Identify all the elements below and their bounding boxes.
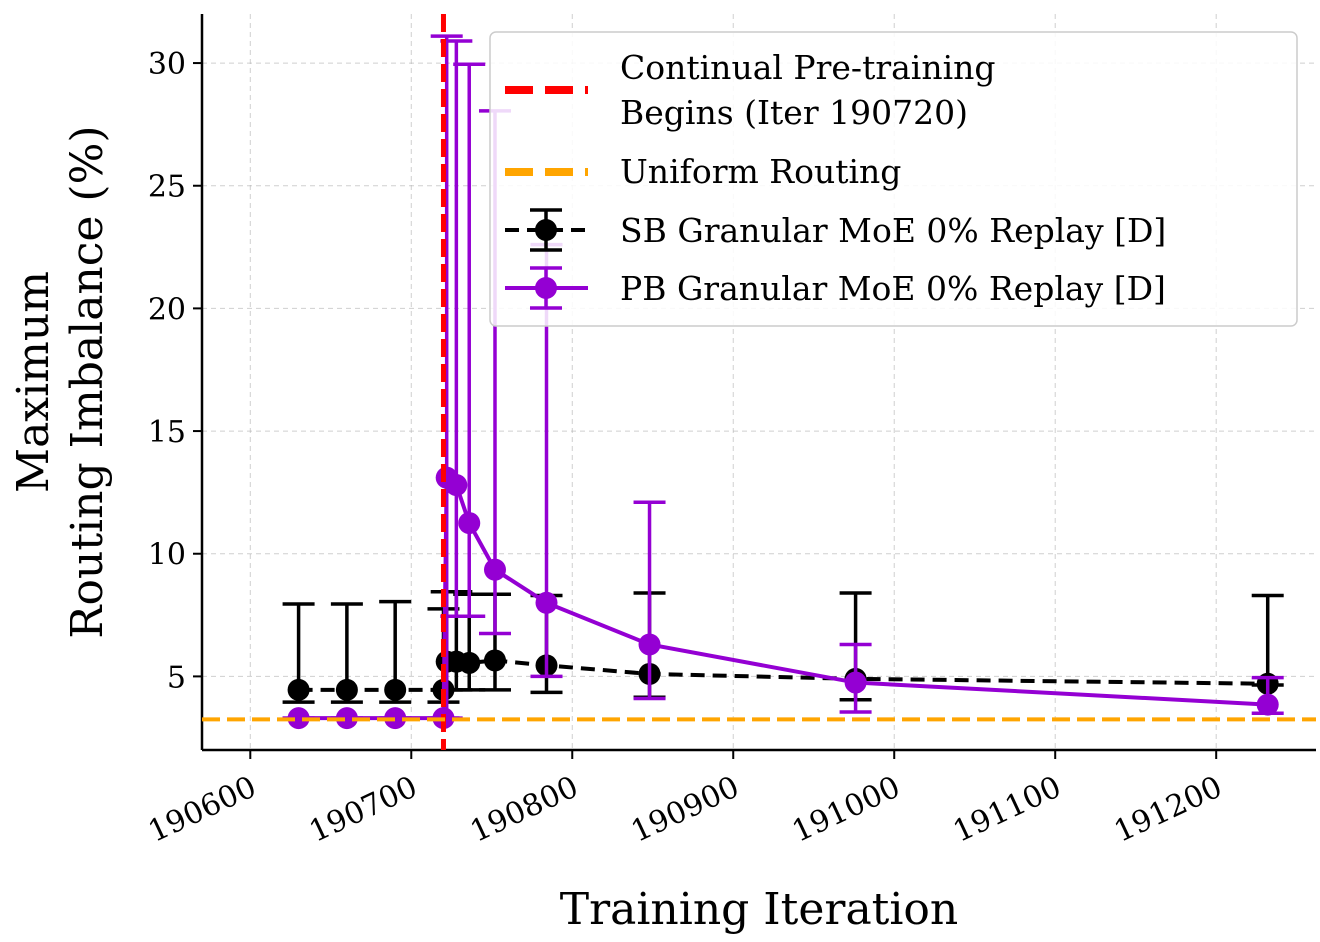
- x-axis-title: Training Iteration: [560, 884, 959, 935]
- y-tick-label: 10: [148, 538, 186, 573]
- x-tick-label: 191000: [787, 770, 906, 850]
- x-tick-label: 191200: [1109, 770, 1228, 850]
- axes: [193, 14, 1316, 759]
- data-point: [287, 707, 310, 730]
- data-point: [483, 649, 506, 672]
- data-point: [458, 651, 481, 674]
- y-tick-label: 5: [167, 660, 186, 695]
- legend-entry-sb: SB Granular MoE 0% Replay [D]: [505, 208, 1166, 252]
- legend-box: [489, 31, 1298, 327]
- legend-label-cpt-line1: Continual Pre-training: [620, 48, 996, 87]
- x-tick-label: 190900: [626, 770, 745, 850]
- legend-label-cpt-line2: Begins (Iter 190720): [620, 93, 968, 132]
- legend-entry-cpt: Continual Pre-training Begins (Iter 1907…: [505, 48, 996, 132]
- legend-label-pb: PB Granular MoE 0% Replay [D]: [620, 269, 1166, 308]
- legend-swatch-pb-marker: [535, 277, 557, 299]
- x-tick-label: 190700: [304, 770, 423, 850]
- data-point: [445, 474, 468, 497]
- data-point: [335, 707, 358, 730]
- data-point: [384, 707, 407, 730]
- series-sb: [282, 590, 1284, 704]
- x-tick-label: 190600: [143, 770, 262, 850]
- data-point: [638, 633, 661, 656]
- data-point: [483, 558, 506, 581]
- y-tick-label: 25: [148, 170, 186, 205]
- legend: Continual Pre-training Begins (Iter 1907…: [489, 31, 1298, 327]
- y-tick-label: 30: [148, 47, 186, 82]
- data-point: [535, 591, 558, 614]
- legend-label-sb: SB Granular MoE 0% Replay [D]: [620, 211, 1166, 250]
- legend-label-uniform: Uniform Routing: [620, 152, 901, 191]
- y-axis-title-line1: Maximum: [8, 271, 59, 493]
- data-point: [287, 678, 310, 701]
- x-tick-label: 190800: [465, 770, 584, 850]
- data-point: [844, 671, 867, 694]
- data-point: [458, 512, 481, 535]
- y-tick-label: 20: [148, 292, 186, 327]
- legend-entry-uniform: Uniform Routing: [505, 152, 901, 191]
- data-point: [335, 678, 358, 701]
- x-tick-label: 191100: [948, 770, 1067, 850]
- legend-entry-pb: PB Granular MoE 0% Replay [D]: [505, 266, 1166, 310]
- series-layer: [282, 34, 1284, 730]
- y-axis-title-line2: Routing Imbalance (%): [62, 125, 113, 638]
- reference-lines: [202, 14, 1316, 750]
- data-point: [384, 678, 407, 701]
- data-point: [1256, 693, 1279, 716]
- y-tick-label: 15: [148, 415, 186, 450]
- legend-swatch-sb-marker: [535, 219, 557, 241]
